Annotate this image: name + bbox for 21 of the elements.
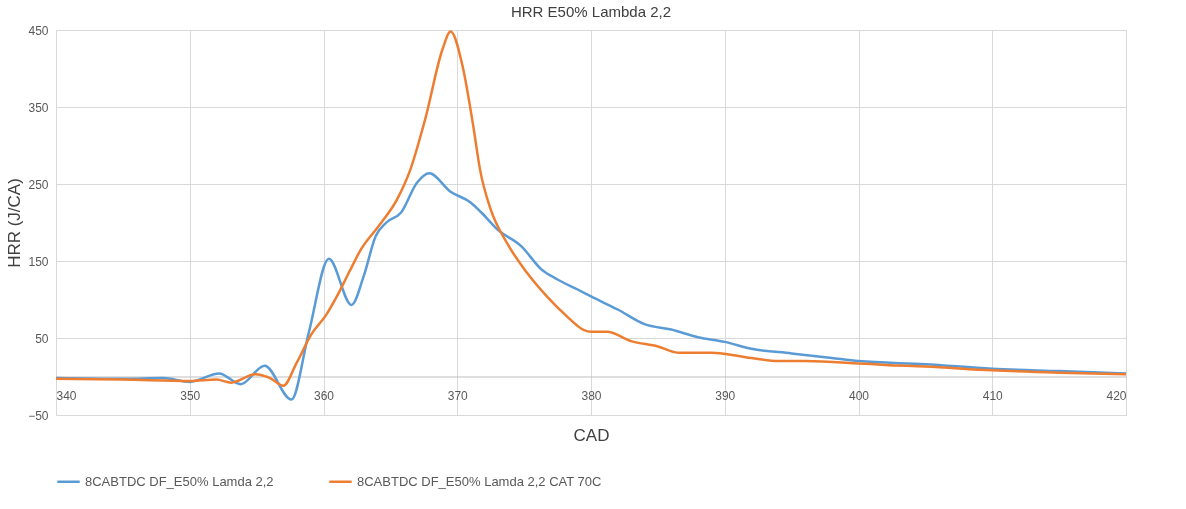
y-tick-label: 50	[35, 331, 49, 346]
line-series	[56, 30, 1126, 387]
x-tick-label: 350	[180, 389, 201, 403]
x-tick-label: 380	[581, 389, 602, 403]
x-tick-label: 360	[313, 389, 335, 403]
y-axis-title: HRR (J/CA)	[5, 178, 25, 268]
y-tick-label: 450	[28, 23, 49, 38]
legend-label: 8CABTDC DF_E50% Lamda 2,2 CAT 70C	[357, 473, 602, 489]
x-tick-label: 410	[982, 389, 1004, 403]
y-tick-label: 150	[28, 254, 49, 269]
x-tick-label: 390	[715, 389, 736, 403]
y-tick-label: 250	[28, 177, 49, 192]
legend-label: 8CABTDC DF_E50% Lamda 2,2	[85, 473, 274, 489]
chart-title: HRR E50% Lambda 2,2	[510, 3, 672, 20]
x-axis-title: CAD	[573, 426, 610, 445]
x-tick-label: 400	[848, 389, 870, 403]
y-tick-label: −50	[28, 408, 49, 423]
y-tick-label: 350	[28, 100, 49, 115]
x-tick-label: 340	[56, 389, 77, 403]
x-tick-label: 370	[447, 389, 469, 403]
x-tick-label: 420	[1106, 389, 1127, 403]
